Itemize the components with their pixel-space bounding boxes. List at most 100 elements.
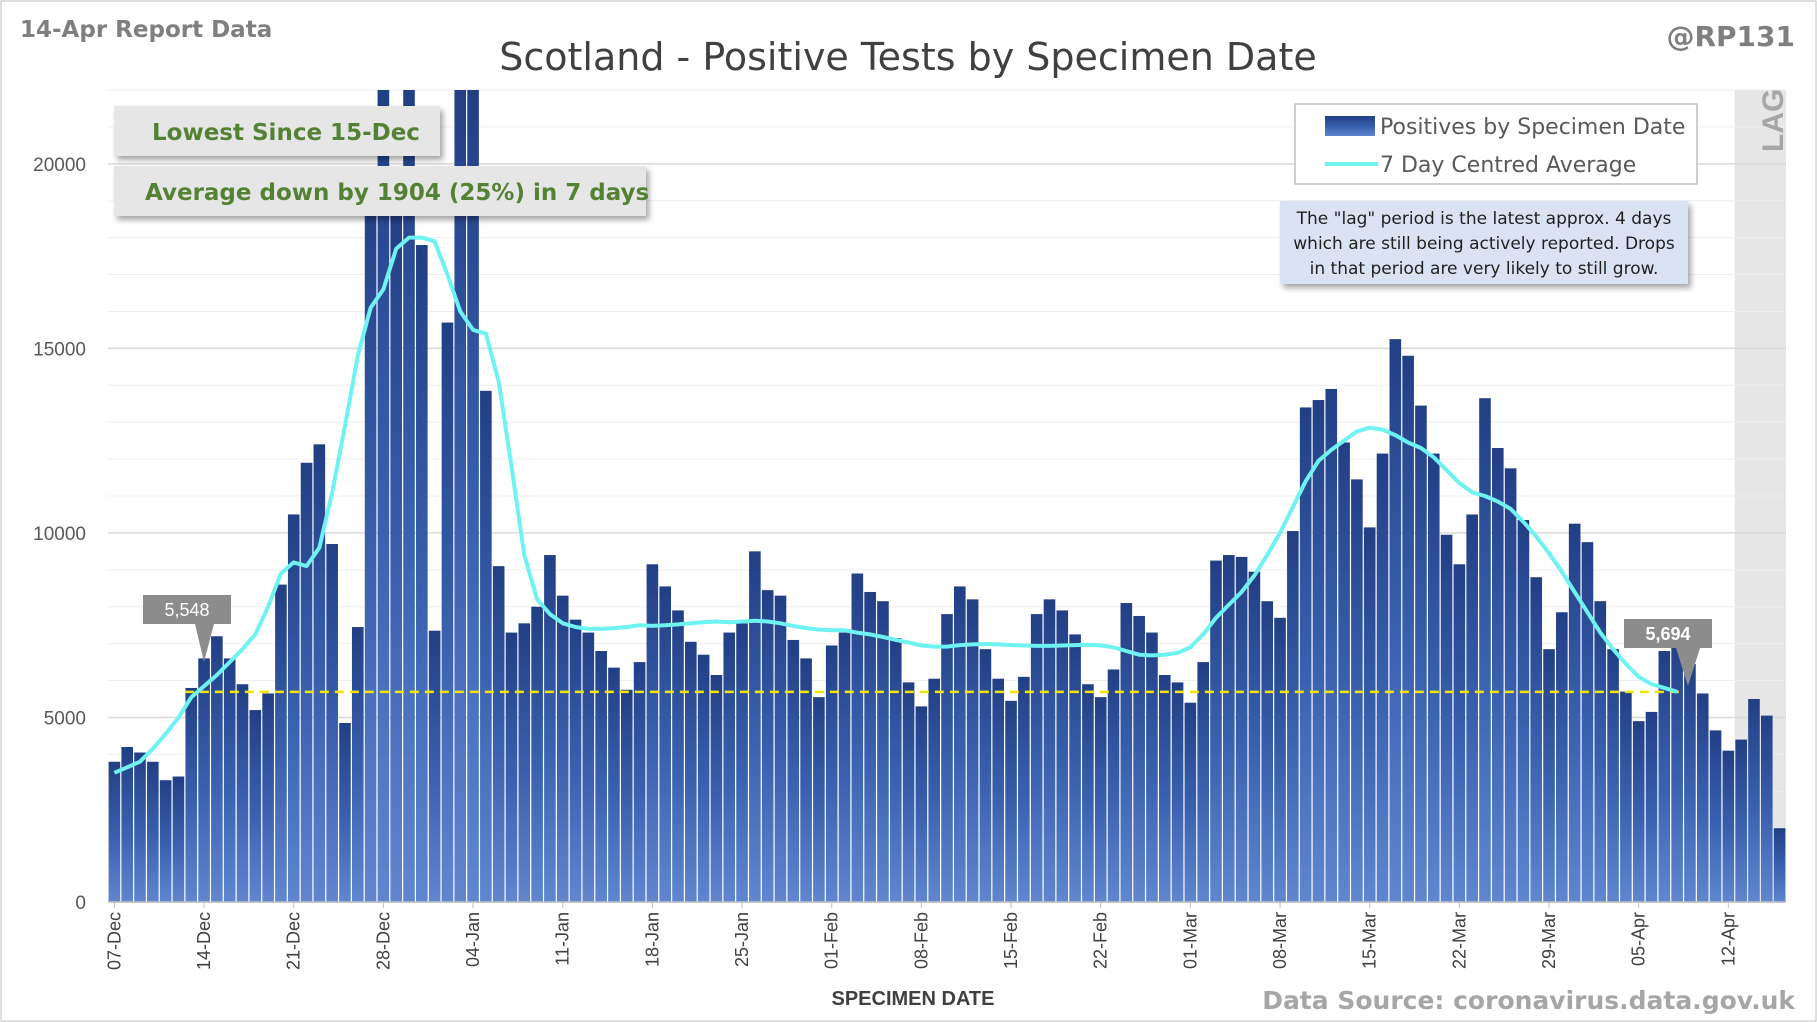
bar [582, 632, 595, 902]
bar [902, 682, 915, 902]
x-tick-label: 15-Mar [1360, 912, 1380, 969]
data-source: Data Source: coronavirus.data.gov.uk [1262, 986, 1796, 1015]
bar [1120, 603, 1133, 902]
bar [1312, 400, 1325, 902]
average-line [113, 235, 1678, 775]
x-axis-title: SPECIMEN DATE [832, 988, 995, 1010]
bar [1504, 468, 1517, 902]
legend-bar-label: Positives by Specimen Date [1380, 115, 1685, 140]
bar [1466, 514, 1478, 902]
bar [1158, 675, 1171, 902]
bar [249, 710, 262, 902]
bar [1594, 601, 1607, 902]
bar [428, 630, 441, 902]
x-tick-label: 05-Apr [1629, 912, 1649, 966]
bar [851, 573, 864, 902]
bar [492, 566, 505, 902]
author-handle: @RP131 [1666, 20, 1795, 53]
bar [1133, 615, 1145, 902]
bar [992, 678, 1005, 902]
bar [159, 780, 172, 902]
lowest-since-text: Lowest Since 15-Dec [152, 120, 420, 146]
bar [877, 601, 889, 902]
bar [1018, 676, 1030, 902]
bar [403, 90, 415, 902]
bar [1620, 691, 1632, 902]
bar [1184, 702, 1197, 902]
legend-line-label: 7 Day Centred Average [1380, 153, 1636, 178]
bar [1005, 700, 1017, 902]
bar [339, 722, 351, 902]
bar [518, 623, 531, 902]
right-value-text: 5,694 [1645, 624, 1690, 644]
x-tick-label: 04-Jan [463, 912, 483, 967]
bar [1197, 662, 1209, 902]
bar [300, 462, 313, 902]
left-value-marker: 5,548 [143, 595, 231, 662]
bar [1658, 651, 1671, 902]
bar [108, 761, 121, 902]
bar [1107, 669, 1120, 902]
bar [608, 667, 620, 902]
bar [569, 619, 582, 902]
bar [1684, 663, 1696, 902]
bar [1760, 715, 1773, 902]
bar [1402, 355, 1414, 902]
bar [1299, 407, 1312, 902]
bar [1094, 697, 1107, 902]
y-axis-tick-labels: 0 5000 10000 15000 20000 [33, 155, 86, 914]
bar [172, 776, 185, 902]
bar [1735, 739, 1747, 902]
x-tick-label: 22-Mar [1449, 912, 1469, 969]
average-down-text: Average down by 1904 (25%) in 7 days [145, 180, 649, 206]
x-tick-label: 08-Mar [1270, 912, 1290, 969]
bar [1415, 405, 1427, 902]
bar [1146, 632, 1158, 902]
bar [1069, 634, 1081, 902]
x-tick-label: 11-Jan [553, 912, 573, 966]
bar [390, 215, 403, 902]
bar [1645, 711, 1658, 902]
bar [979, 649, 992, 902]
bar [1607, 649, 1619, 902]
y-tick-label: 20000 [33, 155, 86, 176]
bar [710, 675, 723, 902]
bar [262, 693, 274, 902]
bar [1543, 649, 1555, 902]
bar [287, 514, 300, 902]
bar [864, 591, 876, 902]
bar [915, 706, 928, 902]
bar [800, 658, 812, 902]
bar [134, 752, 146, 902]
lowest-since-callout: Lowest Since 15-Dec [114, 106, 440, 156]
x-axis-tick-labels: 07-Dec 14-Dec 21-Dec 28-Dec 04-Jan 11-Jan 18-J… [104, 902, 1738, 970]
bar [941, 614, 953, 902]
chart-title: Scotland - Positive Tests by Specimen Da… [499, 35, 1317, 79]
bar [928, 678, 940, 902]
lag-note: The "lag" period is the latest approx. 4… [1280, 201, 1688, 284]
bar [595, 651, 607, 902]
x-tick-label: 21-Dec [284, 912, 304, 970]
bar [121, 746, 134, 902]
bar [1082, 684, 1094, 902]
bar [198, 658, 210, 902]
x-tick-label: 25-Jan [732, 912, 752, 967]
y-tick-label: 15000 [33, 339, 86, 360]
bar [1043, 599, 1056, 902]
bar [838, 632, 851, 902]
bar [1338, 442, 1350, 902]
bar [223, 658, 236, 902]
bar [275, 584, 287, 902]
bar [1325, 388, 1338, 902]
bar [1030, 614, 1043, 902]
bar [236, 684, 249, 902]
y-tick-label: 5000 [44, 708, 86, 729]
x-tick-label: 07-Dec [104, 912, 124, 970]
bar [544, 555, 556, 902]
bar [1491, 448, 1504, 902]
bar [889, 638, 902, 902]
bar [1427, 453, 1440, 902]
bar [761, 590, 774, 902]
bar [774, 595, 787, 902]
